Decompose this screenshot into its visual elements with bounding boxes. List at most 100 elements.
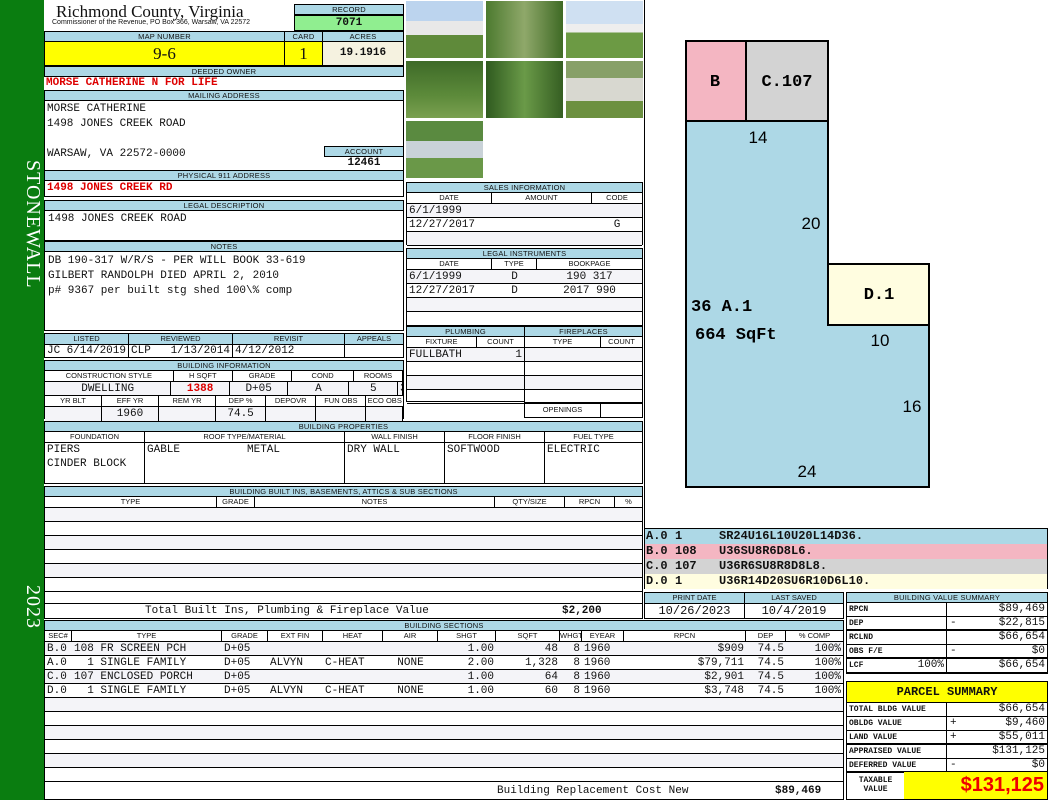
section-id: A.0 bbox=[646, 529, 668, 543]
note-line: DB 190-317 W/R/S - PER WILL BOOK 33-619 bbox=[48, 255, 306, 267]
column-header: QTY/SIZE bbox=[495, 497, 565, 507]
section-vector: U36SU8R6D8L6. bbox=[719, 544, 813, 558]
table-cell: 6/1/1999 bbox=[409, 271, 462, 283]
built-ins-total-label: Total Built Ins, Plumbing & Fireplace Va… bbox=[145, 605, 429, 617]
table-row bbox=[45, 550, 642, 564]
table-header-row: DATE AMOUNT CODE bbox=[407, 193, 642, 204]
dimension-label: 20 bbox=[802, 214, 821, 233]
table-cell bbox=[72, 740, 222, 753]
reviewed-date: 1/13/2014 bbox=[170, 345, 230, 357]
property-photo[interactable] bbox=[565, 60, 644, 119]
table-cell: 1960 bbox=[584, 643, 611, 655]
table-cell: C-HEAT bbox=[325, 685, 365, 697]
print-date: 10/26/2023 bbox=[645, 604, 745, 618]
table-cell bbox=[72, 754, 222, 767]
account-label: ACCOUNT bbox=[324, 146, 404, 157]
roof-material: METAL bbox=[247, 444, 281, 456]
property-photo[interactable] bbox=[565, 0, 644, 59]
table-cell bbox=[255, 564, 495, 577]
dimension-label: 24 bbox=[798, 462, 817, 481]
table-cell bbox=[45, 508, 217, 521]
table-header-row: SEC# TYPE GRADE EXT FIN HEAT AIR SHGT SQFT WHGT E… bbox=[45, 631, 843, 642]
foundation-value: CINDER BLOCK bbox=[47, 458, 127, 470]
summary-pct bbox=[907, 631, 947, 644]
table-cell: NONE bbox=[397, 685, 424, 697]
sketch-code-row[interactable]: C.0 107 U36R6SU8R8D8L8. bbox=[645, 559, 1047, 574]
table-cell bbox=[746, 740, 786, 753]
table-cell bbox=[615, 508, 642, 521]
column-header: YR BLT bbox=[45, 396, 102, 406]
table-cell: ALVYN bbox=[270, 685, 304, 697]
summary-value: $89,469 bbox=[998, 603, 1045, 615]
floor-finish: SOFTWOOD bbox=[445, 443, 545, 483]
table-cell bbox=[615, 536, 642, 549]
parcel-summary-title: PARCEL SUMMARY bbox=[846, 681, 1048, 703]
table-row bbox=[45, 768, 843, 782]
value-summary-row: DEP - $22,815 bbox=[847, 617, 1047, 631]
table-cell bbox=[407, 390, 477, 403]
table-cell bbox=[438, 754, 496, 767]
table-cell: 1.00 bbox=[467, 671, 494, 683]
sketch-code-row[interactable]: D.0 1 U36R14D20SU6R10D6L10. bbox=[645, 574, 1047, 589]
table-cell bbox=[746, 698, 786, 711]
sketch-label-b: B bbox=[710, 73, 720, 92]
table-cell bbox=[565, 550, 615, 563]
table-cell bbox=[323, 670, 383, 683]
table-cell bbox=[222, 768, 268, 781]
table-cell: 1.00 bbox=[467, 643, 494, 655]
table-cell bbox=[323, 726, 383, 739]
summary-sign: - bbox=[950, 645, 957, 657]
summary-label: DEFERRED VALUE bbox=[847, 759, 947, 772]
replacement-cost: $89,469 bbox=[775, 785, 822, 797]
table-row: C.0 107 ENCLOSED PORCH D+05 1.00 64 8 1960 $2,9… bbox=[45, 670, 843, 684]
property-photo[interactable] bbox=[405, 60, 484, 119]
acres-value: 19.1916 bbox=[322, 41, 404, 66]
table-cell bbox=[45, 698, 72, 711]
property-photo[interactable] bbox=[485, 60, 564, 119]
table-cell bbox=[492, 312, 537, 325]
table-cell bbox=[383, 768, 438, 781]
table-cell: D+05 bbox=[224, 643, 251, 655]
map-number: 9-6 bbox=[44, 41, 285, 66]
table-cell bbox=[496, 712, 560, 725]
table-cell bbox=[615, 550, 642, 563]
table-cell bbox=[615, 578, 642, 591]
table-cell bbox=[601, 348, 642, 361]
foundation-header: FOUNDATION bbox=[45, 432, 145, 442]
last-saved-label: LAST SAVED bbox=[771, 593, 817, 602]
table-cell bbox=[496, 726, 560, 739]
building-sections-table: SEC# TYPE GRADE EXT FIN HEAT AIR SHGT SQFT WHGT E… bbox=[44, 630, 844, 782]
sketch-code-row[interactable]: A.0 1 SR24U16L10U20L14D36. bbox=[645, 529, 1047, 544]
taxable-row: TAXABLE VALUE $131,125 bbox=[846, 771, 1048, 800]
reviewed-by: CLP bbox=[131, 345, 151, 357]
property-photo[interactable] bbox=[485, 0, 564, 59]
table-cell bbox=[45, 712, 72, 725]
table-cell bbox=[316, 407, 367, 421]
summary-sign bbox=[947, 631, 961, 644]
county-subtitle: Commissioner of the Revenue, PO Box 366,… bbox=[52, 19, 251, 26]
table-cell bbox=[255, 550, 495, 563]
table-cell bbox=[624, 740, 746, 753]
property-photo[interactable] bbox=[405, 120, 484, 179]
taxable-value: $131,125 bbox=[904, 772, 1047, 799]
table-cell bbox=[72, 768, 222, 781]
summary-label: LAND VALUE bbox=[847, 731, 947, 743]
table-cell: 74.5 bbox=[757, 685, 784, 697]
table-cell bbox=[786, 698, 843, 711]
roof-type: GABLE bbox=[147, 444, 181, 456]
mailing-line: 1498 JONES CREEK ROAD bbox=[47, 118, 186, 130]
sketch-code-row[interactable]: B.0 108 U36SU8R6D8L6. bbox=[645, 544, 1047, 559]
table-row: 6/1/1999 bbox=[407, 204, 642, 218]
table-cell: G bbox=[613, 219, 621, 231]
table-row: 1960 74.5 bbox=[45, 407, 403, 421]
table-cell: 2017 990 bbox=[563, 285, 616, 297]
property-photo[interactable] bbox=[405, 0, 484, 59]
table-cell bbox=[786, 712, 843, 725]
table-cell: $909 bbox=[717, 643, 744, 655]
summary-sign bbox=[947, 659, 961, 672]
column-header: TYPE bbox=[45, 497, 217, 507]
built-ins-total: $2,200 bbox=[562, 605, 602, 617]
section-id: D.0 bbox=[646, 574, 668, 588]
table-row: B.0 108 FR SCREEN PCH D+05 1.00 48 8 1960 $909 7… bbox=[45, 642, 843, 656]
